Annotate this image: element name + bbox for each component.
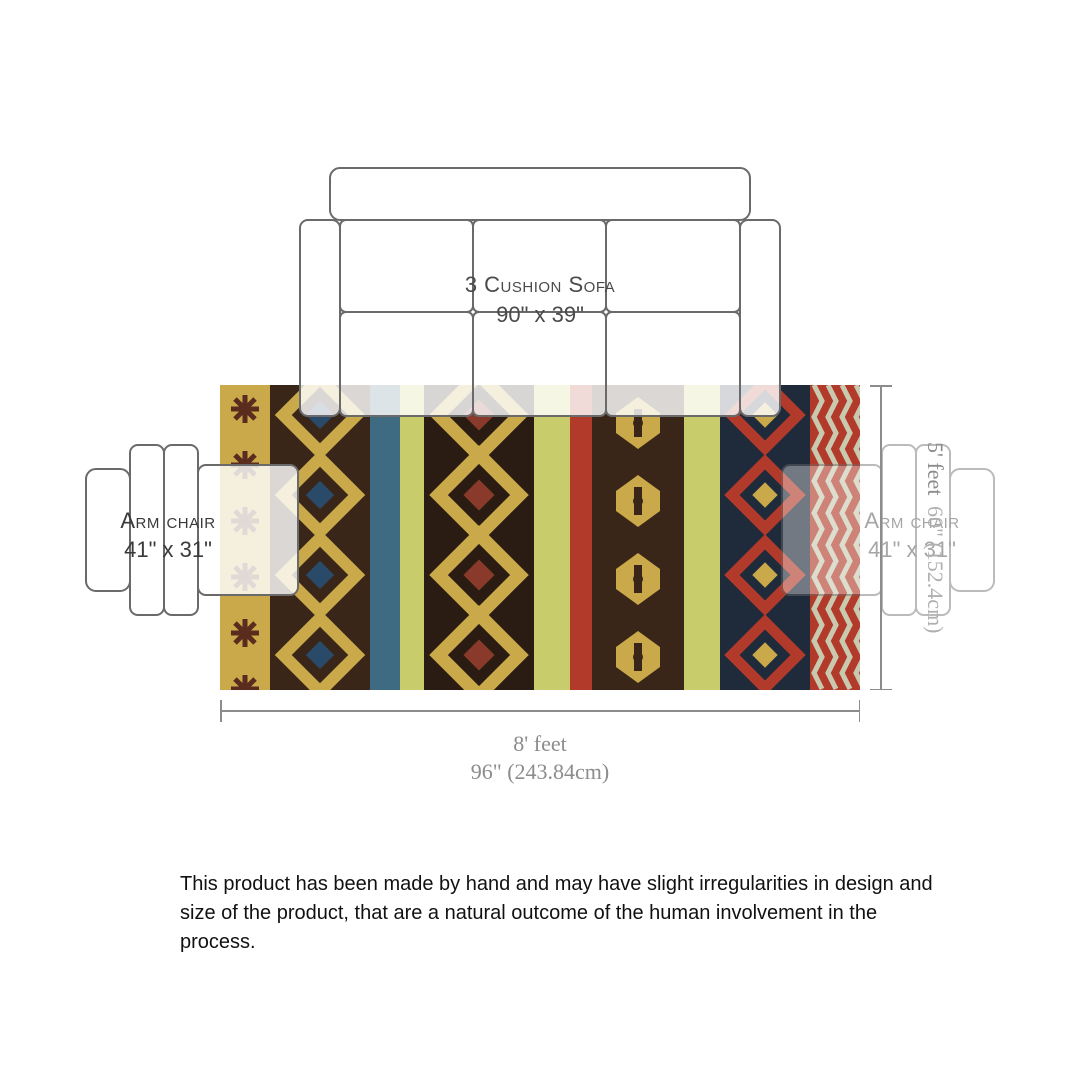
width-feet: 8' feet (220, 730, 860, 758)
sofa-title: 3 Cushion Sofa (280, 270, 800, 300)
width-dim-text: 8' feet 96" (243.84cm) (220, 730, 860, 785)
height-dimension: 5' feet 60" (152.4cm) (870, 385, 980, 690)
rug-stripe (400, 385, 424, 690)
armchair-left-dims: 41" x 31" (88, 536, 248, 565)
sofa-dims: 90" x 39" (280, 300, 800, 330)
height-feet: 5' feet (920, 442, 950, 495)
height-dim-line (870, 385, 892, 690)
diagram-stage: 3 Cushion Sofa 90" x 39" Arm chair 41" x… (80, 160, 1000, 790)
sofa-outline: 3 Cushion Sofa 90" x 39" (280, 160, 800, 420)
height-detail: 60" (152.4cm) (920, 506, 950, 634)
rug (220, 385, 860, 690)
width-detail: 96" (243.84cm) (220, 758, 860, 786)
height-dim-text: 5' feet 60" (152.4cm) (900, 385, 970, 690)
rug-stripe (592, 385, 684, 690)
width-dimension: 8' feet 96" (243.84cm) (220, 700, 860, 790)
rug-stripe (370, 385, 400, 690)
width-dim-line (220, 700, 860, 722)
armchair-left-title: Arm chair (88, 507, 248, 536)
rug-stripe (534, 385, 570, 690)
rug-stripe (570, 385, 592, 690)
rug-stripe (684, 385, 720, 690)
disclaimer-text: This product has been made by hand and m… (180, 870, 940, 957)
armchair-left-label: Arm chair 41" x 31" (88, 507, 248, 564)
sofa-label: 3 Cushion Sofa 90" x 39" (280, 270, 800, 329)
armchair-left: Arm chair 41" x 31" (80, 435, 310, 625)
rug-stripe (424, 385, 534, 690)
